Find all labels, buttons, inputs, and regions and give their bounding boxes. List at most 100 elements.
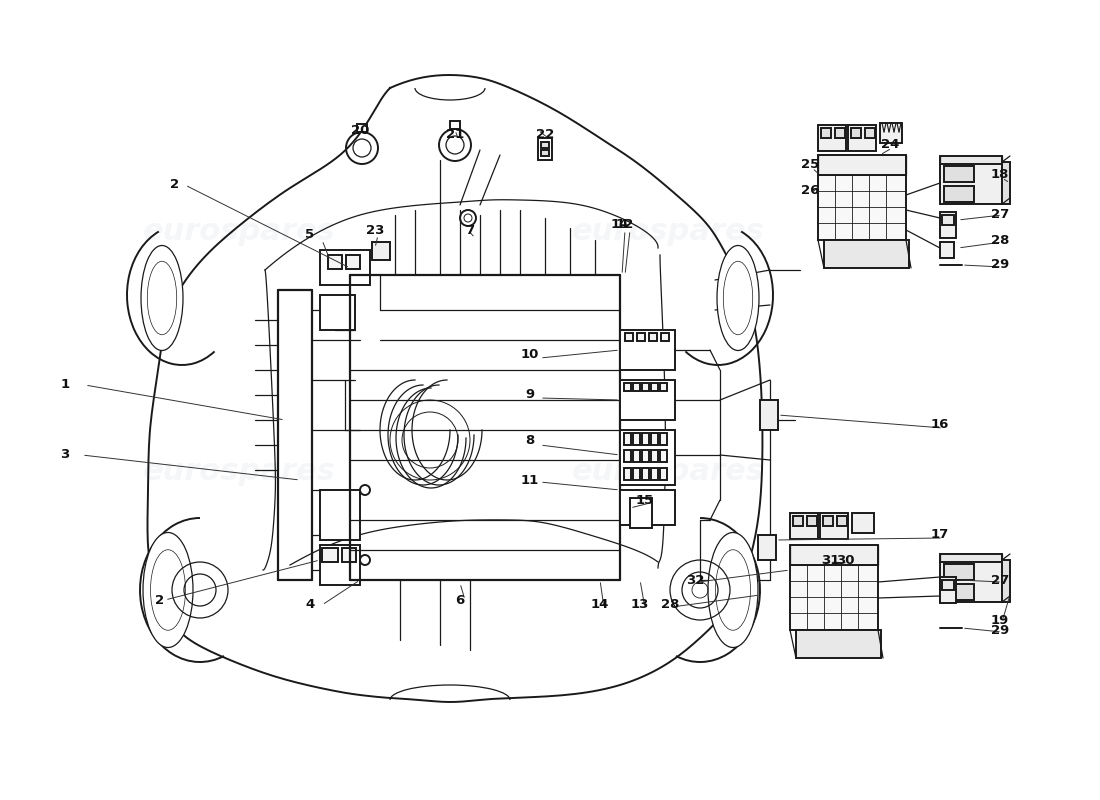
Bar [942,580,954,590]
Text: 17: 17 [931,529,949,542]
Bar [823,516,833,526]
Bar [632,383,640,391]
Text: 29: 29 [991,623,1009,637]
Bar [632,450,640,462]
Bar [651,450,658,462]
Bar [865,128,874,138]
Bar [944,186,974,202]
Text: 7: 7 [465,223,474,237]
Bar [624,383,631,391]
Bar [1002,560,1010,602]
Bar [660,450,667,462]
Text: 32: 32 [685,574,704,586]
Text: 20: 20 [351,123,370,137]
Text: 26: 26 [801,183,820,197]
Text: 27: 27 [991,574,1009,586]
Bar [848,125,876,151]
Text: 23: 23 [366,223,384,237]
Bar [346,255,360,269]
Bar [837,516,847,526]
Text: 10: 10 [520,349,539,362]
Bar [620,430,675,485]
Bar [790,545,878,565]
Text: 13: 13 [630,598,649,611]
Text: 14: 14 [610,218,629,231]
Bar [851,128,861,138]
Text: 4: 4 [306,598,315,611]
Bar [661,333,669,341]
Bar [541,142,549,148]
Bar [940,162,1002,204]
Bar [944,584,974,600]
Circle shape [360,485,370,495]
Bar [372,242,390,260]
Bar [940,242,954,258]
Bar [320,295,355,330]
Bar [328,255,342,269]
Bar [642,468,649,480]
Bar [942,215,954,225]
Bar [940,577,956,603]
Bar [940,156,1002,164]
Bar [620,330,675,370]
Bar [758,535,776,560]
Bar [651,433,658,445]
Text: 6: 6 [455,594,464,606]
Text: 9: 9 [526,389,535,402]
Bar [818,175,906,240]
Text: 28: 28 [661,598,679,611]
Text: 15: 15 [636,494,654,506]
Bar [630,498,652,528]
Text: 18: 18 [991,169,1009,182]
Bar [625,333,632,341]
Bar [790,565,878,630]
Bar [824,240,909,268]
Bar [541,150,549,156]
Bar [342,548,356,562]
Text: 21: 21 [446,129,464,142]
Bar [620,490,675,525]
Bar [651,383,658,391]
Bar [620,380,675,420]
Bar [796,630,881,658]
Bar [807,516,817,526]
Bar [820,513,848,539]
Text: 30: 30 [836,554,855,566]
Text: 27: 27 [991,209,1009,222]
Bar [1002,162,1010,204]
Bar [320,490,360,540]
Text: eurospares: eurospares [143,457,336,486]
Bar [818,125,846,151]
Text: 5: 5 [306,229,315,242]
Bar [642,450,649,462]
Bar [852,513,874,533]
Bar [880,123,902,143]
Bar [538,138,552,160]
Text: 24: 24 [881,138,899,151]
Circle shape [360,555,370,565]
Bar [660,468,667,480]
Bar [450,121,460,129]
Bar [760,400,778,430]
Text: 12: 12 [616,218,634,231]
Ellipse shape [143,533,192,647]
Bar [320,545,360,585]
Text: eurospares: eurospares [572,457,764,486]
Bar [637,333,645,341]
Bar [835,128,845,138]
Bar [320,250,370,285]
Bar [818,155,906,175]
Bar [322,548,338,562]
Ellipse shape [708,533,758,647]
Bar [793,516,803,526]
Bar [940,560,1002,602]
Bar [821,128,830,138]
Bar [940,554,1002,562]
Text: 19: 19 [991,614,1009,626]
Bar [624,433,631,445]
Bar [642,383,649,391]
Bar [944,166,974,182]
Text: 2: 2 [170,178,179,191]
Text: 31: 31 [821,554,839,566]
Bar [649,333,657,341]
